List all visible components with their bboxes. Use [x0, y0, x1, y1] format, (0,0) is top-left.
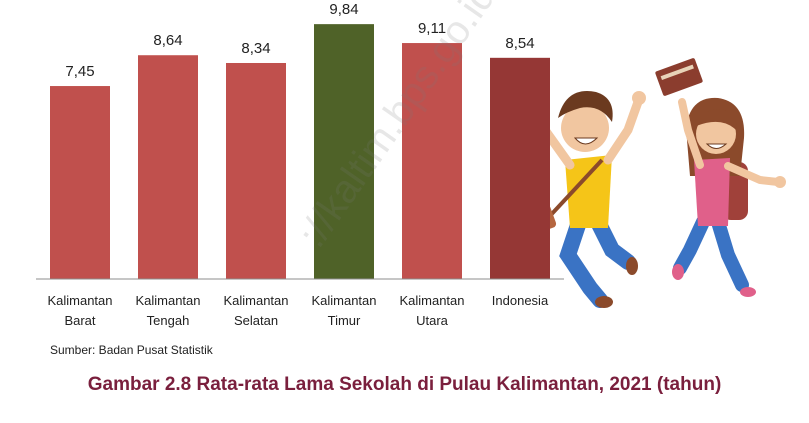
value-label-5: 8,54	[505, 35, 534, 52]
x-tick-label-2: Kalimantan Selatan	[223, 293, 288, 328]
x-tick-label-line: Kalimantan	[47, 293, 112, 308]
bar-2	[226, 62, 286, 279]
bar-1	[138, 55, 198, 279]
x-tick-label-line: Indonesia	[492, 293, 549, 308]
x-tick-label-line: Barat	[64, 313, 95, 328]
students-jumping-illustration	[521, 58, 786, 308]
bars	[50, 24, 550, 280]
x-tick-label-line: Utara	[416, 313, 449, 328]
girl-figure	[655, 58, 786, 297]
value-label-0: 7,45	[65, 63, 94, 80]
x-tick-label-line: Kalimantan	[399, 293, 464, 308]
x-tick-label-4: Kalimantan Utara	[399, 293, 464, 328]
bar-5	[490, 57, 550, 280]
bar-3	[314, 24, 374, 280]
bar-4	[402, 43, 462, 280]
x-tick-label-1: Kalimantan Tengah	[135, 293, 200, 328]
x-tick-label-line: Kalimantan	[223, 293, 288, 308]
x-tick-label-3: Kalimantan Timur	[311, 293, 376, 328]
x-tick-label-5: Indonesia	[492, 293, 549, 308]
value-label-1: 8,64	[153, 32, 182, 49]
x-tick-label-line: Selatan	[234, 313, 278, 328]
x-tick-label-line: Kalimantan	[311, 293, 376, 308]
x-tick-label-line: Tengah	[147, 313, 190, 328]
value-label-4: 9,11	[418, 20, 446, 37]
x-tick-label-line: Kalimantan	[135, 293, 200, 308]
x-tick-label-0: Kalimantan Barat	[47, 293, 112, 328]
bar-0	[50, 86, 110, 279]
figure-caption: Gambar 2.8 Rata-rata Lama Sekolah di Pul…	[87, 374, 722, 395]
value-label-2: 8,34	[241, 40, 270, 57]
source-note: Sumber: Badan Pusat Statistik	[50, 343, 213, 357]
value-labels: 7,45 8,64 8,34 9,84 9,11 8,54	[65, 1, 534, 80]
x-tick-label-line: Timur	[328, 313, 361, 328]
value-label-3: 9,84	[329, 1, 358, 18]
